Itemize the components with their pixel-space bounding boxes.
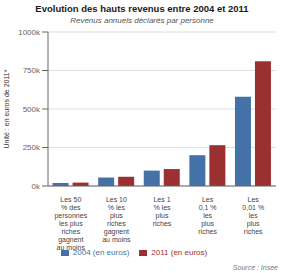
html-text:2011 (en euros): 2011 (en euros)	[151, 248, 208, 257]
svg-text:Unité : en euros de 2011*: Unité : en euros de 2011*	[3, 69, 10, 148]
svg-text:Les 1% lesplusriches: Les 1% lesplusriches	[153, 196, 172, 227]
svg-text:500k: 500k	[23, 105, 41, 114]
svg-text:1000k: 1000k	[18, 28, 41, 37]
svg-text:Les0,01 %lesplusriches: Les0,01 %lesplusriches	[242, 196, 264, 235]
svg-text:Les0,1 %lesplusriches: Les0,1 %lesplusriches	[198, 196, 217, 235]
html-text:Evolution des hauts revenus en: Evolution des hauts revenus entre 2004 e…	[35, 3, 249, 14]
html-text:2004 (en euros): 2004 (en euros)	[72, 248, 130, 257]
svg-text:250k: 250k	[23, 143, 41, 152]
svg-text:Les 50% despersonnesles plusri: Les 50% despersonnesles plusrichesgagnen…	[54, 196, 87, 251]
html-text:Source : Insee: Source : Insee	[232, 264, 278, 271]
svg-text:0k: 0k	[32, 182, 41, 191]
svg-text:Les 10% lesplusrichesgagnentau: Les 10% lesplusrichesgagnentau moins	[102, 196, 131, 243]
html-text:Revenus annuels déclarés par p: Revenus annuels déclarés par personne	[70, 16, 214, 25]
svg-text:750k: 750k	[23, 66, 41, 75]
